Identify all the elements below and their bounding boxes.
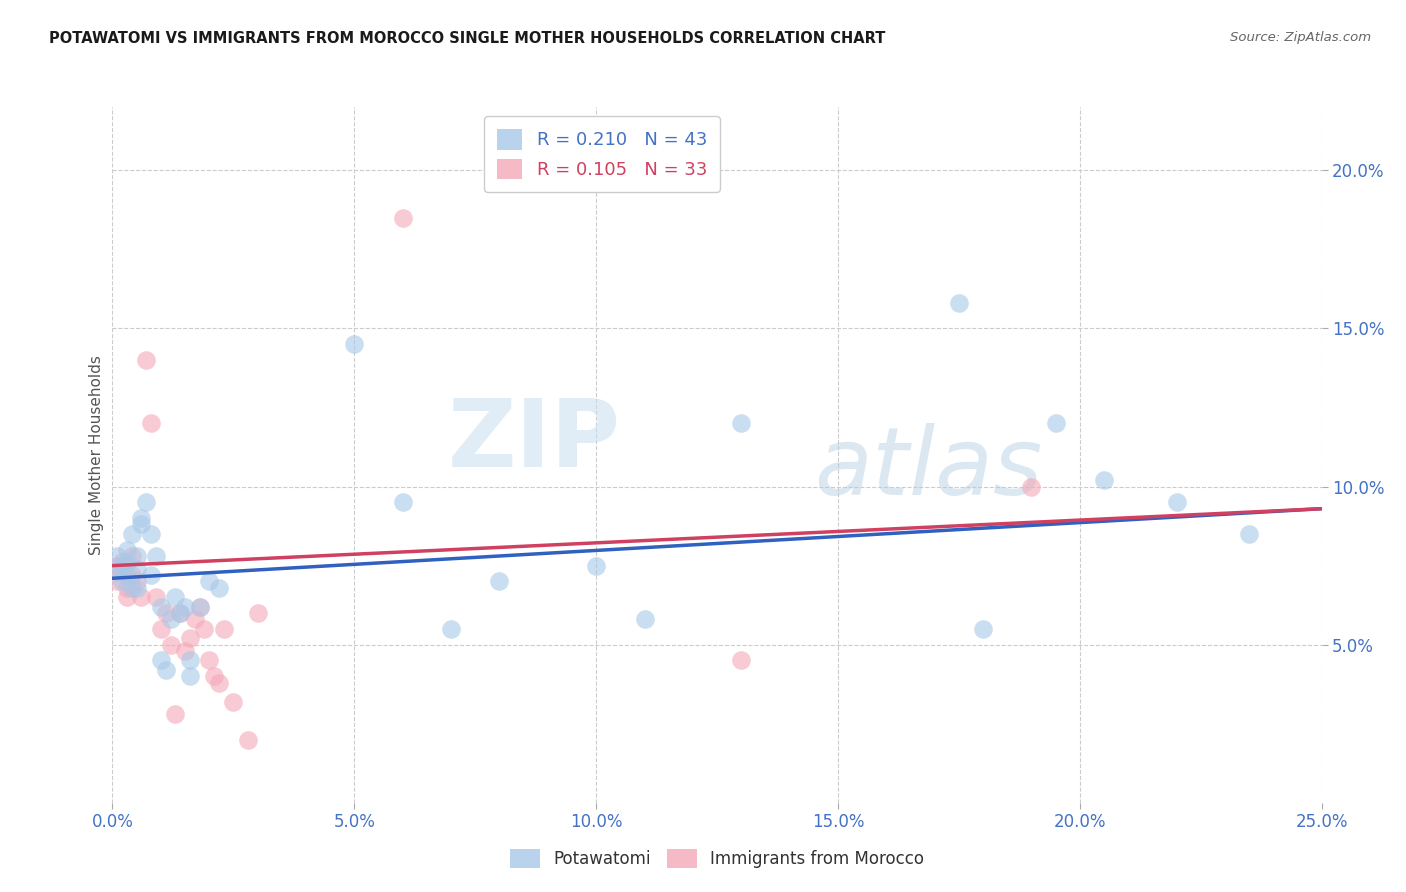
Point — [159, 612, 181, 626]
Point — [343, 337, 366, 351]
Point — [105, 565, 128, 579]
Text: Source: ZipAtlas.com: Source: ZipAtlas.com — [1230, 31, 1371, 45]
Point — [111, 556, 134, 570]
Point — [488, 574, 510, 589]
Point — [125, 562, 148, 576]
Point — [125, 574, 148, 589]
Point — [179, 669, 201, 683]
Point — [135, 495, 157, 509]
Point — [730, 417, 752, 431]
Point — [1045, 417, 1067, 431]
Point — [391, 211, 413, 225]
Point — [125, 549, 148, 563]
Point — [208, 581, 231, 595]
Point — [121, 581, 143, 595]
Point — [105, 574, 128, 589]
Point — [585, 558, 607, 573]
Point — [141, 568, 163, 582]
Point — [121, 549, 143, 563]
Point — [174, 599, 197, 614]
Point — [149, 599, 172, 614]
Point — [1092, 473, 1115, 487]
Point — [193, 622, 215, 636]
Point — [246, 606, 269, 620]
Point — [391, 495, 413, 509]
Point — [169, 606, 191, 620]
Legend: Potawatomi, Immigrants from Morocco: Potawatomi, Immigrants from Morocco — [503, 842, 931, 874]
Point — [183, 612, 205, 626]
Point — [165, 707, 187, 722]
Point — [105, 549, 128, 563]
Point — [972, 622, 994, 636]
Point — [141, 417, 163, 431]
Point — [111, 565, 134, 579]
Point — [174, 644, 197, 658]
Point — [121, 527, 143, 541]
Y-axis label: Single Mother Households: Single Mother Households — [89, 355, 104, 555]
Point — [115, 591, 138, 605]
Point — [202, 669, 225, 683]
Point — [165, 591, 187, 605]
Point — [115, 556, 138, 570]
Text: ZIP: ZIP — [447, 395, 620, 487]
Point — [208, 675, 231, 690]
Point — [155, 663, 177, 677]
Point — [188, 599, 211, 614]
Point — [633, 612, 655, 626]
Point — [111, 558, 134, 573]
Point — [125, 581, 148, 595]
Point — [198, 653, 221, 667]
Point — [131, 591, 153, 605]
Point — [169, 606, 191, 620]
Point — [179, 632, 201, 646]
Point — [131, 517, 153, 532]
Point — [155, 606, 177, 620]
Point — [188, 599, 211, 614]
Point — [1166, 495, 1188, 509]
Point — [149, 653, 172, 667]
Point — [159, 638, 181, 652]
Point — [236, 732, 259, 747]
Point — [145, 549, 167, 563]
Point — [145, 591, 167, 605]
Point — [198, 574, 221, 589]
Point — [149, 622, 172, 636]
Point — [111, 574, 134, 589]
Text: atlas: atlas — [814, 424, 1042, 515]
Point — [179, 653, 201, 667]
Point — [440, 622, 463, 636]
Point — [115, 568, 138, 582]
Point — [212, 622, 235, 636]
Point — [1021, 479, 1043, 493]
Point — [222, 695, 245, 709]
Point — [135, 353, 157, 368]
Point — [141, 527, 163, 541]
Point — [105, 558, 128, 573]
Point — [115, 581, 138, 595]
Point — [121, 568, 143, 582]
Point — [115, 542, 138, 557]
Point — [948, 296, 970, 310]
Point — [131, 511, 153, 525]
Text: POTAWATOMI VS IMMIGRANTS FROM MOROCCO SINGLE MOTHER HOUSEHOLDS CORRELATION CHART: POTAWATOMI VS IMMIGRANTS FROM MOROCCO SI… — [49, 31, 886, 46]
Point — [730, 653, 752, 667]
Point — [1237, 527, 1260, 541]
